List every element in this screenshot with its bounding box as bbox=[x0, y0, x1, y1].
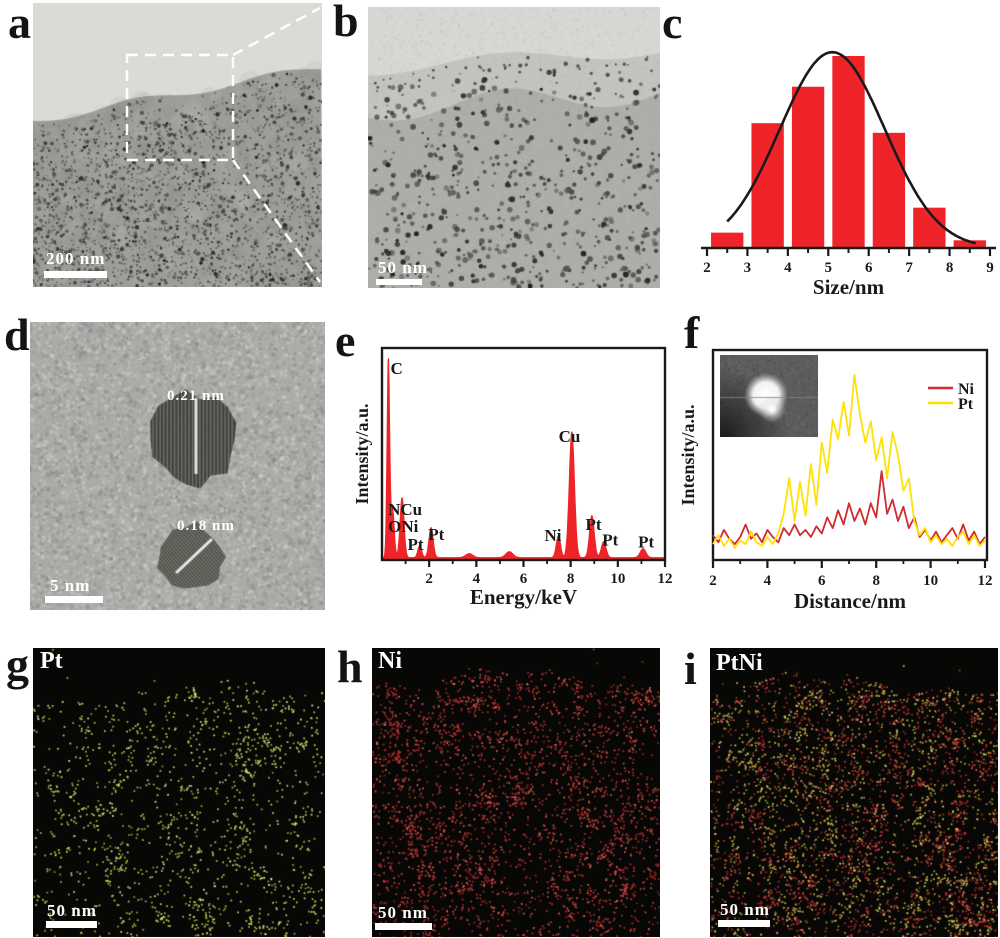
lattice-spacing-label-bottom: 0.18 nm bbox=[177, 518, 235, 534]
element-map-ptni bbox=[710, 648, 998, 937]
scalebar-label-g: 50 nm bbox=[47, 901, 97, 920]
svg-text:Pt: Pt bbox=[638, 533, 654, 552]
scalebar-h bbox=[375, 923, 432, 930]
svg-text:10: 10 bbox=[923, 573, 938, 589]
svg-text:2: 2 bbox=[425, 571, 433, 587]
svg-text:Pt: Pt bbox=[602, 530, 618, 549]
panel-letter-f: f bbox=[684, 307, 700, 358]
panel-letter-b: b bbox=[333, 0, 359, 46]
svg-text:NCu: NCu bbox=[388, 500, 422, 519]
zoom-region-box bbox=[125, 53, 235, 162]
zoom-box-overlay bbox=[125, 6, 321, 283]
map-label-ni: Ni bbox=[378, 648, 402, 674]
hrtem-image-d bbox=[30, 322, 325, 610]
svg-text:Intensity/a.u.: Intensity/a.u. bbox=[678, 404, 698, 505]
size-histogram-chart: 2 3 4 5 6 7 8 9 Size/nm bbox=[701, 50, 996, 299]
svg-text:C: C bbox=[390, 359, 402, 378]
scalebar-label-d: 5 nm bbox=[50, 576, 91, 595]
svg-text:Ni: Ni bbox=[958, 381, 975, 398]
svg-text:8: 8 bbox=[567, 571, 575, 587]
panel-f: f 2 4 6 8 10 12 Ni Pt Distance/nm Intensity/a.u. bbox=[670, 310, 1000, 630]
svg-text:6: 6 bbox=[818, 573, 826, 589]
scalebar-i bbox=[718, 920, 770, 927]
panel-letter-a: a bbox=[8, 0, 31, 48]
svg-text:Intensity/a.u.: Intensity/a.u. bbox=[352, 403, 372, 504]
tem-image-a bbox=[33, 3, 322, 287]
panel-g: g Pt 50 nm bbox=[0, 640, 335, 938]
svg-text:10: 10 bbox=[610, 571, 625, 587]
panel-letter-e: e bbox=[335, 315, 356, 366]
panel-h: h Ni 50 nm bbox=[330, 640, 665, 938]
svg-text:12: 12 bbox=[978, 573, 993, 589]
svg-text:Size/nm: Size/nm bbox=[813, 275, 885, 299]
panel-letter-g: g bbox=[6, 639, 29, 690]
zoom-connector-top bbox=[232, 6, 321, 57]
scalebar-g bbox=[46, 921, 97, 928]
svg-text:4: 4 bbox=[764, 573, 772, 589]
svg-text:Energy/keV: Energy/keV bbox=[470, 585, 577, 609]
zoom-connector-bottom bbox=[232, 159, 321, 283]
svg-text:2: 2 bbox=[709, 573, 717, 589]
panel-e: e 2 4 6 8 10 12 C NCu ONi Pt Pt Ni Cu Pt Pt Pt Energy/ke… bbox=[330, 310, 675, 615]
tem-image-b bbox=[368, 7, 660, 288]
svg-text:Cu: Cu bbox=[559, 427, 581, 446]
scalebar-label-i: 50 nm bbox=[720, 900, 770, 919]
svg-text:Pt: Pt bbox=[428, 525, 444, 544]
svg-text:4: 4 bbox=[473, 571, 481, 587]
svg-text:3: 3 bbox=[744, 260, 752, 276]
panel-c: c 2 3 4 5 6 7 8 9 Size/nm bbox=[655, 0, 1000, 300]
svg-text:Pt: Pt bbox=[407, 535, 423, 554]
svg-text:12: 12 bbox=[658, 571, 673, 587]
panel-a: a 200 nm bbox=[0, 0, 340, 300]
scalebar-label-h: 50 nm bbox=[378, 903, 428, 922]
panel-i: i PtNi 50 nm bbox=[670, 640, 1000, 938]
svg-text:Distance/nm: Distance/nm bbox=[794, 589, 907, 613]
svg-text:6: 6 bbox=[520, 571, 528, 587]
svg-text:2: 2 bbox=[703, 260, 711, 276]
svg-text:4: 4 bbox=[784, 260, 792, 276]
svg-text:6: 6 bbox=[865, 260, 873, 276]
lattice-spacing-label-top: 0.21 nm bbox=[167, 388, 225, 404]
scalebar-d bbox=[45, 596, 103, 603]
svg-text:8: 8 bbox=[872, 573, 880, 589]
map-label-pt: Pt bbox=[40, 648, 63, 674]
panel-letter-i: i bbox=[684, 643, 697, 694]
panel-b: b 50 nm bbox=[330, 0, 660, 300]
svg-text:Pt: Pt bbox=[958, 396, 974, 413]
panel-letter-c: c bbox=[662, 0, 683, 48]
scalebar-a bbox=[44, 271, 107, 278]
svg-text:7: 7 bbox=[905, 260, 913, 276]
scalebar-b bbox=[376, 279, 422, 285]
panel-d: d 0.21 nm 0.18 nm 5 nm bbox=[0, 310, 330, 612]
panel-letter-h: h bbox=[337, 641, 363, 692]
panel-letter-d: d bbox=[4, 309, 30, 360]
svg-text:9: 9 bbox=[986, 260, 994, 276]
scalebar-label-a: 200 nm bbox=[46, 249, 106, 268]
scalebar-label-b: 50 nm bbox=[378, 258, 428, 277]
element-map-pt bbox=[33, 648, 325, 937]
svg-text:5: 5 bbox=[825, 260, 833, 276]
stem-inset-image bbox=[720, 355, 818, 437]
svg-text:8: 8 bbox=[946, 260, 954, 276]
element-map-ni bbox=[372, 648, 660, 937]
map-label-ptni: PtNi bbox=[716, 650, 763, 676]
svg-text:ONi: ONi bbox=[388, 517, 419, 536]
svg-text:Ni: Ni bbox=[544, 526, 561, 545]
svg-text:Pt: Pt bbox=[586, 515, 602, 534]
